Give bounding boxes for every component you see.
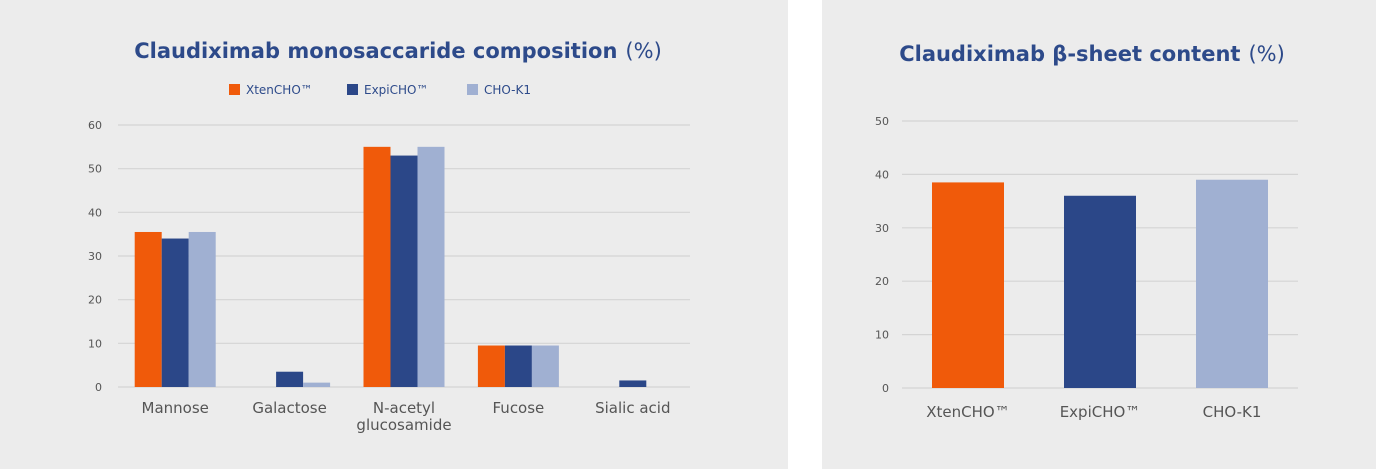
bar: [161, 238, 189, 387]
y-tick-label: 0: [95, 381, 102, 394]
bar: [390, 155, 418, 387]
x-category-label-line: Galactose: [252, 399, 327, 417]
x-category-label-line: Fucose: [493, 399, 545, 417]
x-category-label: ExpiCHO™: [1060, 403, 1141, 421]
x-category-label-line: N-acetyl: [373, 399, 435, 417]
y-tick-label: 40: [88, 206, 102, 219]
beta-sheet-chart-panel: Claudiximab β-sheet content (%) 0 10 20 30 40…: [822, 0, 1376, 469]
x-category-label-line: Mannose: [142, 399, 209, 417]
y-tick-label: 50: [88, 163, 102, 176]
y-tick-label: 30: [875, 222, 889, 235]
bars: [134, 146, 647, 387]
bar: [1064, 195, 1136, 388]
y-tick-label: 20: [875, 275, 889, 288]
chart-title-main: Claudiximab β-sheet content: [899, 42, 1240, 66]
x-category-label: Mannose: [142, 399, 209, 417]
legend-swatch: [347, 84, 358, 95]
category-labels: Mannose Galactose N-acetyl glucosamide Fucos…: [142, 399, 671, 434]
y-tick-label: 20: [88, 294, 102, 307]
legend-label: XtenCHO™: [246, 83, 313, 97]
bar: [619, 380, 647, 387]
bar: [477, 345, 505, 387]
y-tick-label: 10: [88, 337, 102, 350]
x-category-label-line: glucosamide: [356, 416, 451, 434]
legend-label: CHO-K1: [484, 83, 531, 97]
y-tick-label: 50: [875, 115, 889, 128]
x-category-label: XtenCHO™: [926, 403, 1009, 421]
y-tick-label: 10: [875, 329, 889, 342]
chart-title-unit: (%): [625, 39, 661, 63]
bar: [531, 345, 559, 387]
chart-title-unit: (%): [1248, 42, 1284, 66]
chart-title: Claudiximab monosaccaride composition (%): [134, 39, 662, 63]
x-category-label: Sialic acid: [595, 399, 670, 417]
legend-label: ExpiCHO™: [364, 83, 428, 97]
bar: [1196, 179, 1268, 388]
monosaccharide-chart-panel: Claudiximab monosaccaride composition (%)…: [0, 0, 788, 469]
beta-sheet-chart: Claudiximab β-sheet content (%) 0 10 20 30 40…: [875, 42, 1298, 421]
bar: [303, 382, 331, 387]
bar: [134, 231, 162, 387]
y-tick-label: 40: [875, 168, 889, 181]
chart-title-main: Claudiximab monosaccaride composition: [134, 39, 617, 63]
x-category-label: N-acetyl glucosamide: [356, 399, 451, 434]
y-tick-label: 60: [88, 119, 102, 132]
chart-legend: XtenCHO™ ExpiCHO™ CHO-K1: [229, 83, 531, 97]
x-category-label: Fucose: [493, 399, 545, 417]
legend-swatch: [467, 84, 478, 95]
bar: [417, 146, 445, 387]
bar: [504, 345, 532, 387]
x-category-label: Galactose: [252, 399, 327, 417]
bars: [932, 179, 1268, 388]
category-labels: XtenCHO™ ExpiCHO™ CHO-K1: [926, 403, 1261, 421]
x-category-label-line: Sialic acid: [595, 399, 670, 417]
bar: [188, 231, 216, 387]
x-category-label: CHO-K1: [1203, 403, 1262, 421]
monosaccharide-chart: Claudiximab monosaccaride composition (%)…: [88, 39, 690, 434]
legend-swatch: [229, 84, 240, 95]
y-tick-label: 30: [88, 250, 102, 263]
chart-title: Claudiximab β-sheet content (%): [899, 42, 1285, 66]
bar: [932, 182, 1004, 388]
bar: [363, 146, 391, 387]
y-tick-label: 0: [882, 382, 889, 395]
bar: [276, 371, 304, 387]
